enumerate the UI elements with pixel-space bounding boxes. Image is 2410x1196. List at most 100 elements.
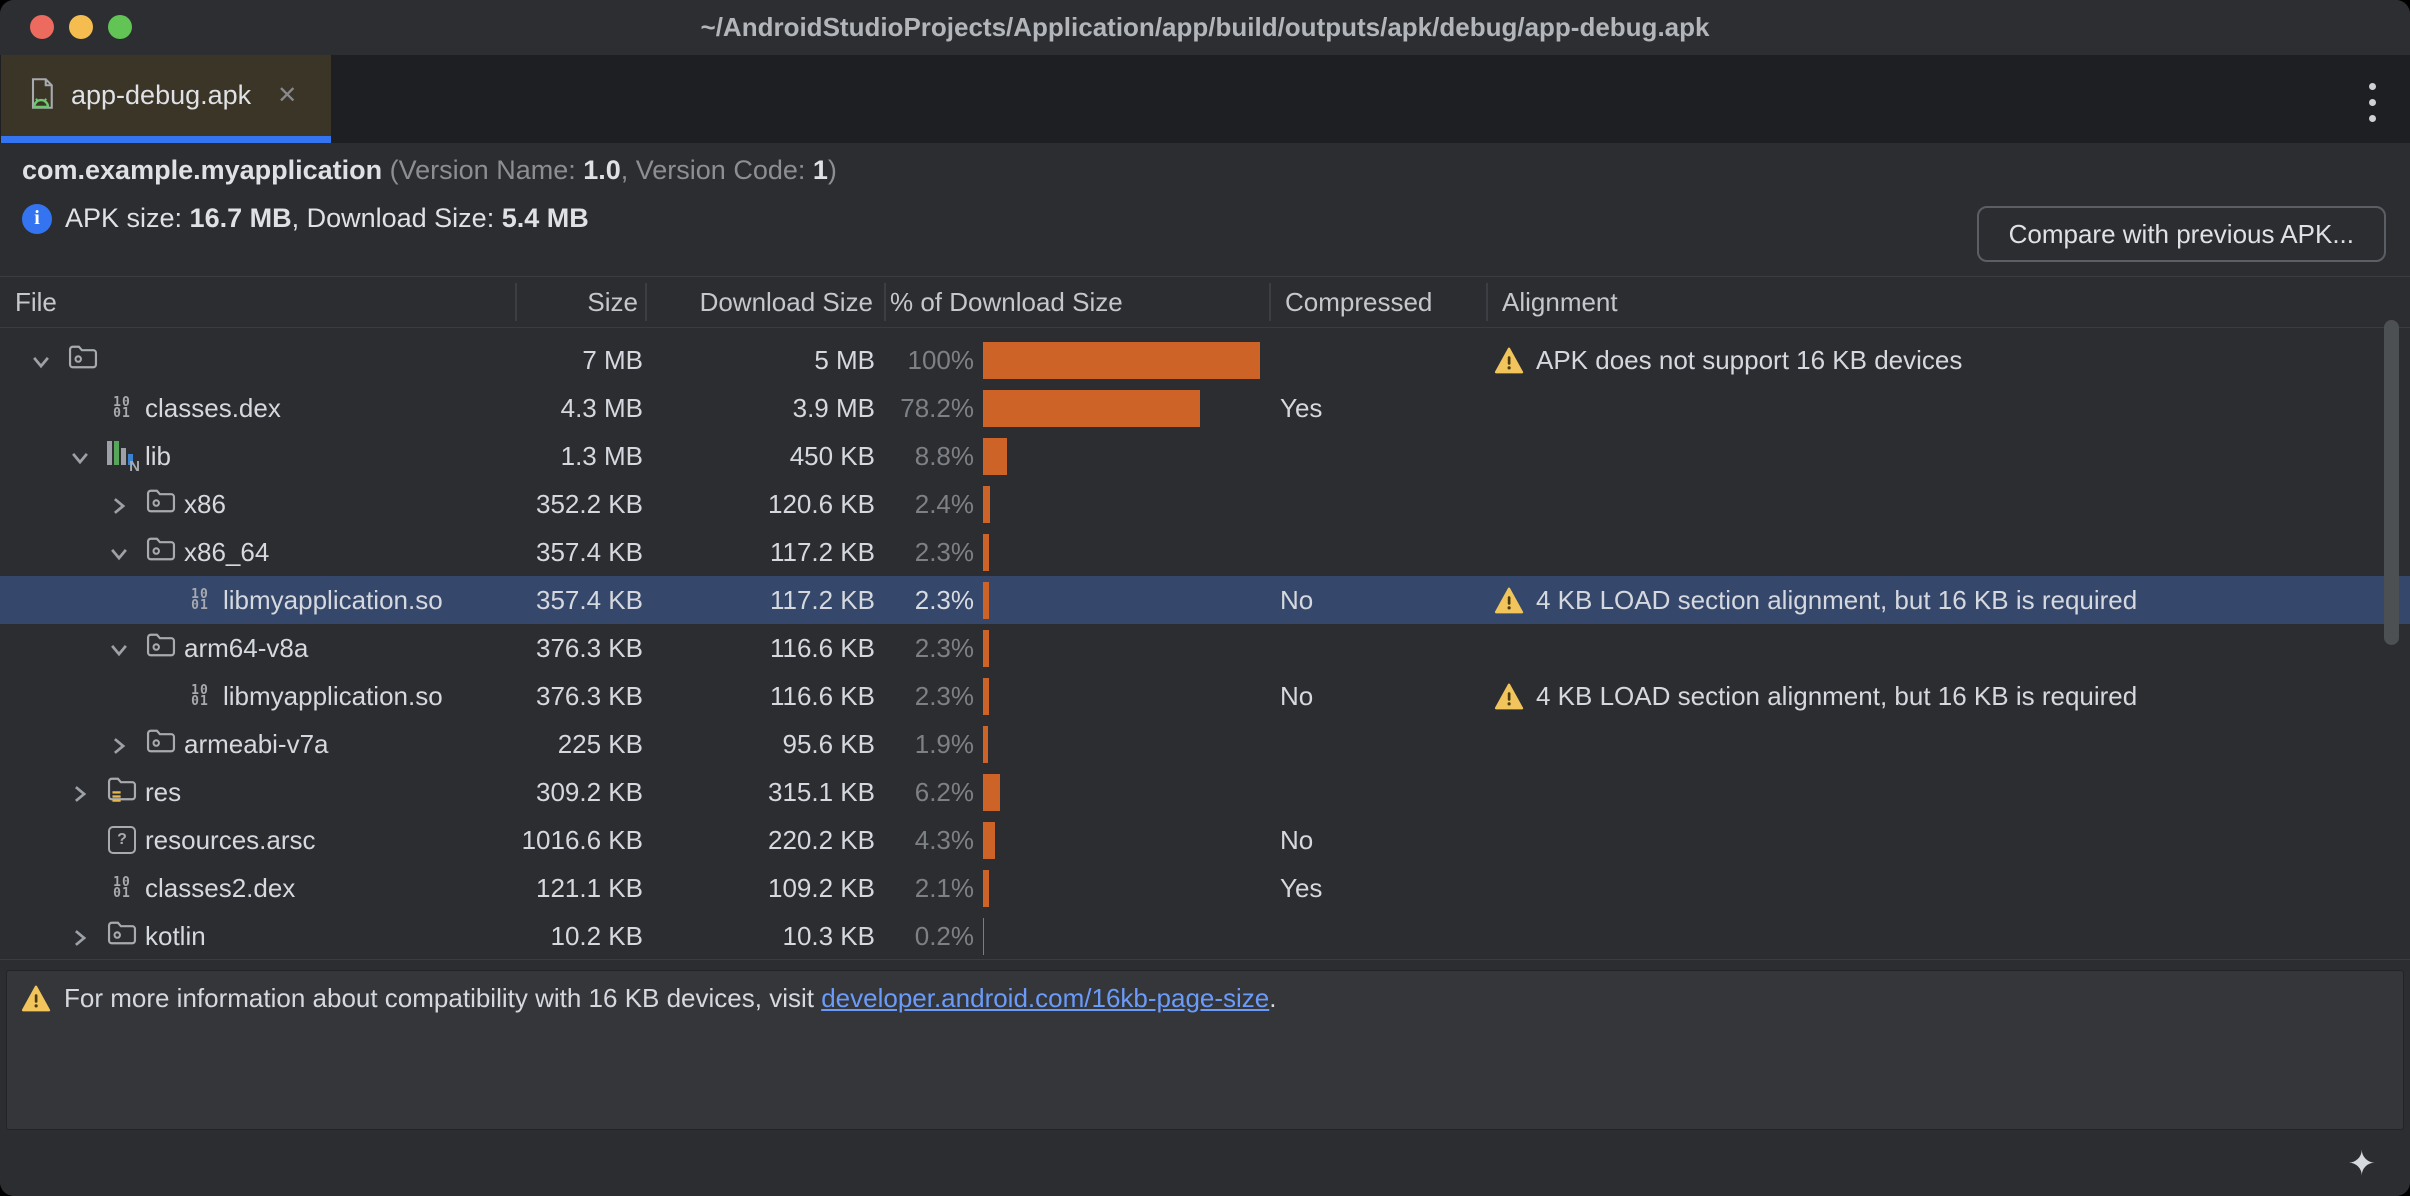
- size-value: 121.1 KB: [536, 873, 643, 903]
- chevron-right-icon[interactable]: [69, 781, 93, 805]
- table-row[interactable]: x86 352.2 KB 120.6 KB 2.4%: [0, 480, 2410, 528]
- zoom-window-button[interactable]: [108, 15, 132, 39]
- pct-value: 6.2%: [914, 777, 974, 807]
- size-value: 357.4 KB: [536, 537, 643, 567]
- size-value: 376.3 KB: [536, 681, 643, 711]
- compressed-value: No: [1280, 585, 1314, 615]
- resource-folder-icon: [107, 776, 137, 809]
- arsc-file-icon: ?: [108, 826, 136, 854]
- table-row[interactable]: x86_64 357.4 KB 117.2 KB 2.3%: [0, 528, 2410, 576]
- alignment-warning: 4 KB LOAD section alignment, but 16 KB i…: [1494, 672, 2137, 720]
- table-row[interactable]: 10 01 classes2.dex 121.1 KB 109.2 KB 2.1% Yes: [0, 864, 2410, 912]
- download-size-value: 10.3 KB: [782, 921, 875, 951]
- folder-icon: [107, 920, 137, 953]
- column-header-download-size[interactable]: Download Size: [699, 287, 873, 317]
- pct-value: 2.1%: [914, 873, 974, 903]
- folder-icon: [68, 344, 98, 377]
- folder-icon: [146, 632, 176, 665]
- apk-size-line: i APK size: 16.7 MB, Download Size: 5.4 …: [22, 203, 589, 234]
- 16kb-page-size-link[interactable]: developer.android.com/16kb-page-size: [821, 983, 1270, 1013]
- column-separator: [645, 283, 647, 321]
- download-pct-bar: [983, 582, 990, 619]
- pct-value: 8.8%: [914, 441, 974, 471]
- download-size-value: 5.4 MB: [501, 203, 589, 233]
- column-header-alignment[interactable]: Alignment: [1502, 287, 1618, 317]
- download-size-value: 117.2 KB: [769, 585, 875, 615]
- size-value: 376.3 KB: [536, 633, 643, 663]
- pct-value: 2.4%: [914, 489, 974, 519]
- table-row[interactable]: arm64-v8a 376.3 KB 116.6 KB 2.3%: [0, 624, 2410, 672]
- column-separator: [884, 283, 886, 321]
- table-header: File Size Download Size % of Download Si…: [0, 276, 2410, 328]
- size-value: 1016.6 KB: [521, 825, 643, 855]
- compare-with-previous-apk-button[interactable]: Compare with previous APK...: [1976, 206, 2386, 262]
- tab-close-icon[interactable]: ✕: [277, 82, 298, 109]
- tab-options-kebab-icon[interactable]: [2365, 79, 2380, 126]
- vertical-scrollbar-thumb[interactable]: [2384, 320, 2399, 645]
- pct-value: 100%: [907, 345, 975, 375]
- table-row[interactable]: 10 01 libmyapplication.so 357.4 KB 117.2 KB 2…: [0, 576, 2410, 624]
- chevron-down-icon[interactable]: [108, 637, 132, 661]
- table-row[interactable]: 10 01 libmyapplication.so 376.3 KB 116.6 KB 2…: [0, 672, 2410, 720]
- traffic-lights: [30, 15, 132, 39]
- download-size-value: 109.2 KB: [768, 873, 875, 903]
- table-row[interactable]: kotlin 10.2 KB 10.3 KB 0.2%: [0, 912, 2410, 960]
- download-size-value: 116.6 KB: [769, 681, 875, 711]
- chevron-down-icon[interactable]: [108, 541, 132, 565]
- column-header-pct-download-size[interactable]: % of Download Size: [890, 287, 1123, 317]
- file-name: libmyapplication.so: [223, 585, 443, 615]
- chevron-right-icon[interactable]: [108, 733, 132, 757]
- table-row[interactable]: res 309.2 KB 315.1 KB 6.2%: [0, 768, 2410, 816]
- pct-value: 4.3%: [914, 825, 974, 855]
- dex-file-icon: 10 01: [191, 683, 209, 709]
- package-name: com.example.myapplication: [22, 155, 383, 185]
- ai-sparkle-icon[interactable]: ✦: [2347, 1145, 2377, 1183]
- file-name: libmyapplication.so: [223, 681, 443, 711]
- download-size-value: 120.6 KB: [768, 489, 875, 519]
- macos-title-bar: ~/AndroidStudioProjects/Application/app/…: [0, 0, 2410, 55]
- chevron-right-icon[interactable]: [69, 925, 93, 949]
- pct-value: 2.3%: [914, 681, 974, 711]
- tab-app-debug-apk[interactable]: app-debug.apk ✕: [1, 55, 331, 136]
- file-name: armeabi-v7a: [184, 729, 329, 759]
- download-size-value: 116.6 KB: [769, 633, 875, 663]
- minimize-window-button[interactable]: [69, 15, 93, 39]
- download-pct-bar: [983, 390, 1200, 427]
- chevron-down-icon[interactable]: [30, 349, 54, 373]
- column-header-file[interactable]: File: [15, 287, 57, 317]
- pct-value: 78.2%: [900, 393, 974, 423]
- table-row[interactable]: 10 01 classes.dex 4.3 MB 3.9 MB 78.2% Yes: [0, 384, 2410, 432]
- download-pct-bar: [983, 678, 990, 715]
- file-name: lib: [145, 441, 172, 471]
- table-row[interactable]: armeabi-v7a 225 KB 95.6 KB 1.9%: [0, 720, 2410, 768]
- editor-tab-bar: app-debug.apk ✕: [0, 55, 2410, 143]
- download-pct-bar: [983, 534, 990, 571]
- active-tab-underline: [1, 136, 331, 143]
- footer-warning-panel: For more information about compatibility…: [6, 970, 2404, 1130]
- table-row[interactable]: ? resources.arsc 1016.6 KB 220.2 KB 4.3% No: [0, 816, 2410, 864]
- pct-value: 0.2%: [914, 921, 974, 951]
- column-header-size[interactable]: Size: [587, 287, 638, 317]
- close-window-button[interactable]: [30, 15, 54, 39]
- compressed-value: No: [1280, 825, 1314, 855]
- footer-message: For more information about compatibility…: [64, 983, 1277, 1013]
- compressed-value: No: [1280, 681, 1314, 711]
- download-pct-bar: [983, 918, 984, 955]
- size-value: 4.3 MB: [560, 393, 643, 423]
- window-title: ~/AndroidStudioProjects/Application/app/…: [700, 12, 1710, 42]
- download-size-value: 220.2 KB: [768, 825, 875, 855]
- alignment-warning-icon: [1494, 587, 1524, 614]
- download-size-value: 117.2 KB: [769, 537, 875, 567]
- package-info-line: com.example.myapplication (Version Name:…: [22, 155, 837, 185]
- chevron-down-icon[interactable]: [69, 445, 93, 469]
- file-name: resources.arsc: [145, 825, 316, 855]
- download-pct-bar: [983, 774, 1001, 811]
- column-header-compressed[interactable]: Compressed: [1285, 287, 1433, 317]
- size-value: 352.2 KB: [536, 489, 643, 519]
- table-row[interactable]: 7 MB 5 MB 100% APK does not support 16 KB …: [0, 336, 2410, 384]
- size-value: 10.2 KB: [550, 921, 643, 951]
- download-pct-bar: [983, 438, 1008, 475]
- chevron-right-icon[interactable]: [108, 493, 132, 517]
